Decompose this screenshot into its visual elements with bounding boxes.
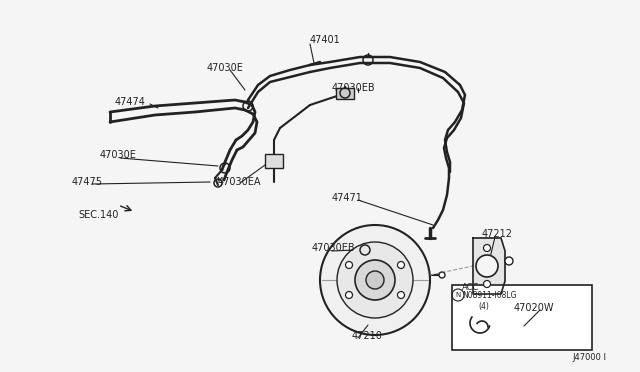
- Bar: [452, 285, 592, 350]
- Text: 47475: 47475: [72, 177, 103, 187]
- Circle shape: [337, 242, 413, 318]
- Circle shape: [397, 292, 404, 298]
- Text: SEC.140: SEC.140: [78, 210, 118, 220]
- Bar: [336, 88, 354, 99]
- Text: 47401: 47401: [310, 35, 340, 45]
- Circle shape: [439, 272, 445, 278]
- Text: 47474: 47474: [115, 97, 146, 107]
- Text: 47020W: 47020W: [514, 303, 554, 313]
- Text: 47030EB: 47030EB: [312, 243, 356, 253]
- Text: 47030EB: 47030EB: [332, 83, 376, 93]
- Text: N08911-I08LG: N08911-I08LG: [462, 292, 516, 301]
- Text: 47210: 47210: [352, 331, 383, 341]
- Text: J47000 I: J47000 I: [572, 353, 606, 362]
- Circle shape: [346, 292, 353, 298]
- Text: 47471: 47471: [332, 193, 363, 203]
- Circle shape: [483, 244, 490, 251]
- Bar: [265, 154, 283, 168]
- Text: 47030E: 47030E: [100, 150, 137, 160]
- Circle shape: [397, 262, 404, 269]
- Circle shape: [346, 262, 353, 269]
- Circle shape: [476, 255, 498, 277]
- Circle shape: [366, 271, 384, 289]
- Text: ACC: ACC: [462, 282, 479, 292]
- Text: 47030EA: 47030EA: [218, 177, 262, 187]
- Text: 47212: 47212: [482, 229, 513, 239]
- Circle shape: [355, 260, 395, 300]
- Text: N: N: [455, 292, 460, 298]
- Polygon shape: [473, 238, 505, 294]
- Text: 47030E: 47030E: [207, 63, 244, 73]
- Circle shape: [505, 257, 513, 265]
- Text: (4): (4): [478, 301, 489, 311]
- Circle shape: [320, 225, 430, 335]
- Circle shape: [483, 280, 490, 288]
